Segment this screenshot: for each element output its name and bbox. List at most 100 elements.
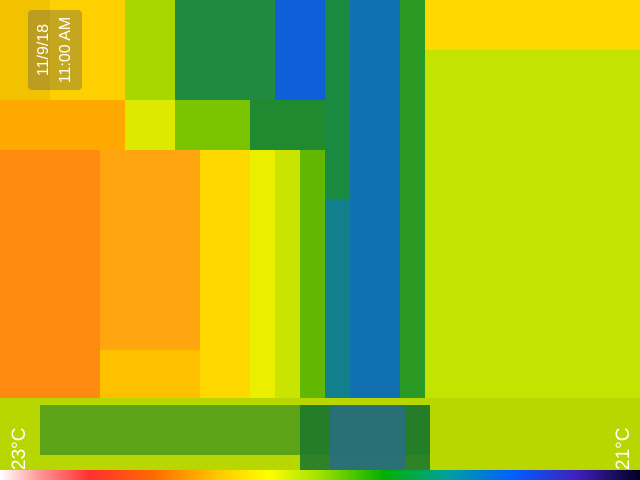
thermal-cell: [125, 225, 150, 250]
thermal-cell: [350, 200, 375, 225]
thermal-cell: [150, 75, 175, 100]
thermal-cell: [225, 325, 250, 350]
thermal-cell: [400, 300, 425, 325]
thermal-cell: [150, 0, 175, 25]
thermal-cell: [75, 275, 100, 300]
thermal-cell: [625, 175, 640, 200]
thermal-cell: [200, 125, 225, 150]
thermal-cell: [125, 325, 150, 350]
thermal-cell: [375, 0, 400, 25]
thermal-cell: [525, 175, 550, 200]
thermal-cell: [450, 0, 475, 25]
thermal-cell: [400, 175, 425, 200]
thermal-cell: [500, 25, 525, 50]
thermal-cell: [75, 350, 100, 375]
thermal-cell: [400, 225, 425, 250]
thermal-cell: [425, 150, 450, 175]
thermal-cell: [175, 325, 200, 350]
thermal-cell: [275, 150, 300, 175]
thermal-cell: [500, 125, 525, 150]
thermal-cell: [425, 125, 450, 150]
thermal-cell: [575, 100, 600, 125]
thermal-cell: [350, 0, 375, 25]
thermal-cell: [325, 125, 350, 150]
thermal-cell: [275, 25, 300, 50]
thermal-cell: [550, 125, 575, 150]
thermal-cell: [250, 175, 275, 200]
thermal-cell: [125, 75, 150, 100]
thermal-cell: [400, 200, 425, 225]
thermal-cell: [600, 100, 625, 125]
thermal-cell: [450, 25, 475, 50]
thermal-cell: [250, 0, 275, 25]
thermal-cell: [250, 150, 275, 175]
thermal-cell: [575, 225, 600, 250]
thermal-cell: [325, 325, 350, 350]
thermal-cell: [450, 375, 475, 400]
thermal-cell: [200, 325, 225, 350]
thermal-cell: [400, 350, 425, 375]
thermal-cell: [325, 175, 350, 200]
thermal-cell: [75, 225, 100, 250]
thermal-cell: [500, 225, 525, 250]
thermal-cell: [150, 150, 175, 175]
thermal-cell: [100, 300, 125, 325]
thermal-cell: [300, 175, 325, 200]
thermal-cell: [475, 350, 500, 375]
thermal-cell: [600, 125, 625, 150]
thermal-cell: [500, 350, 525, 375]
thermal-cell: [0, 175, 25, 200]
thermal-cell: [75, 175, 100, 200]
thermal-cell: [525, 75, 550, 100]
thermal-cell: [450, 200, 475, 225]
thermal-cell: [425, 200, 450, 225]
thermal-cell: [200, 375, 225, 400]
thermal-cell: [225, 125, 250, 150]
thermal-cell: [450, 100, 475, 125]
thermal-cell: [625, 250, 640, 275]
thermal-cell: [600, 300, 625, 325]
thermal-cell: [125, 25, 150, 50]
color-scale-bar: [0, 470, 640, 480]
thermal-cell: [600, 350, 625, 375]
thermal-cell: [550, 300, 575, 325]
thermal-cell: [50, 325, 75, 350]
thermal-cell: [300, 350, 325, 375]
thermal-cell: [600, 25, 625, 50]
thermal-cell: [500, 100, 525, 125]
thermal-cell: [25, 150, 50, 175]
thermal-cell: [0, 375, 25, 400]
thermal-cell: [225, 225, 250, 250]
thermal-cell: [450, 300, 475, 325]
thermal-cell: [450, 75, 475, 100]
thermal-cell: [125, 175, 150, 200]
thermal-cell: [150, 25, 175, 50]
thermal-cell: [125, 125, 150, 150]
thermal-cell: [625, 225, 640, 250]
thermal-cell: [75, 375, 100, 400]
thermal-cell: [475, 50, 500, 75]
thermal-cell: [375, 50, 400, 75]
thermal-cell: [300, 25, 325, 50]
thermal-cell: [250, 125, 275, 150]
thermal-cell: [225, 25, 250, 50]
thermal-cell: [150, 250, 175, 275]
thermal-cell: [175, 225, 200, 250]
thermal-cell: [575, 300, 600, 325]
thermal-cell: [600, 250, 625, 275]
thermal-cell: [575, 125, 600, 150]
thermal-cell: [575, 25, 600, 50]
thermal-cell: [350, 150, 375, 175]
thermal-cell: [325, 75, 350, 100]
thermal-cell: [300, 250, 325, 275]
thermal-cell: [550, 100, 575, 125]
thermal-cell: [0, 350, 25, 375]
thermal-cell: [275, 325, 300, 350]
thermal-cell: [100, 200, 125, 225]
thermal-cell: [150, 350, 175, 375]
thermal-cell: [275, 300, 300, 325]
thermal-cell: [125, 300, 150, 325]
thermal-cell: [75, 0, 100, 25]
thermal-cell: [150, 225, 175, 250]
thermal-cell: [225, 350, 250, 375]
